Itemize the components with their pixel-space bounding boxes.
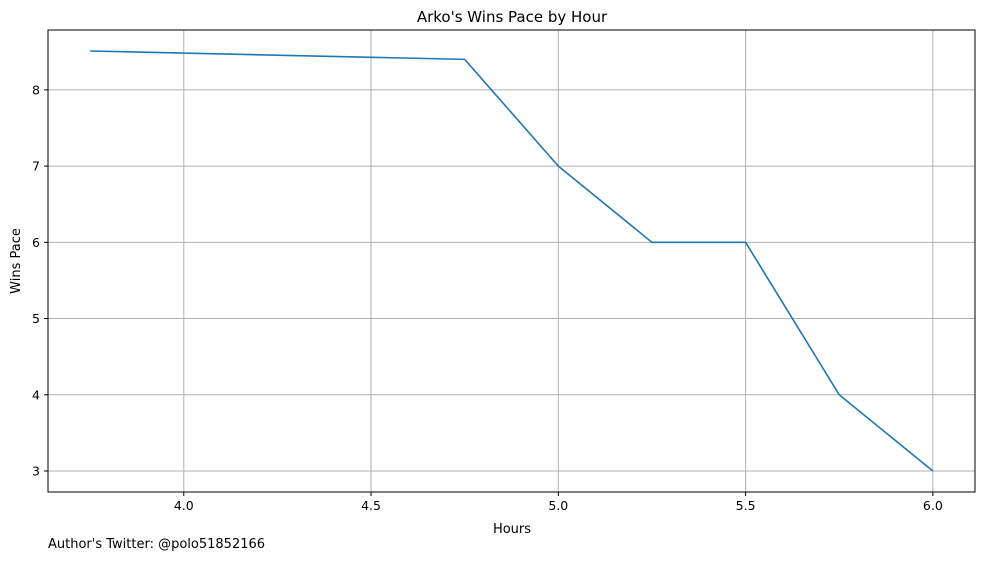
x-tick-label: 6.0 <box>923 498 943 513</box>
series-layer <box>90 50 934 472</box>
y-axis-ticks: 3 4 5 6 7 8 <box>32 82 48 479</box>
x-axis-label: Hours <box>493 522 531 537</box>
author-credit: Author's Twitter: @polo51852166 <box>48 537 266 552</box>
series-line <box>90 50 934 472</box>
y-tick-label: 7 <box>32 159 40 174</box>
x-tick-label: 4.0 <box>174 498 194 513</box>
x-axis-ticks: 4.0 4.5 5.0 5.5 6.0 <box>174 492 943 513</box>
grid <box>48 30 975 492</box>
y-tick-label: 6 <box>32 235 40 250</box>
y-axis-label: Wins Pace <box>9 228 24 294</box>
x-tick-label: 5.5 <box>736 498 756 513</box>
y-tick-label: 5 <box>32 311 40 326</box>
x-tick-label: 5.0 <box>548 498 568 513</box>
y-tick-label: 4 <box>32 387 40 402</box>
x-tick-label: 4.5 <box>361 498 381 513</box>
y-tick-label: 8 <box>32 82 40 97</box>
plot-frame <box>47 29 976 493</box>
chart-title: Arko's Wins Pace by Hour <box>417 8 608 26</box>
y-tick-label: 3 <box>32 464 40 479</box>
